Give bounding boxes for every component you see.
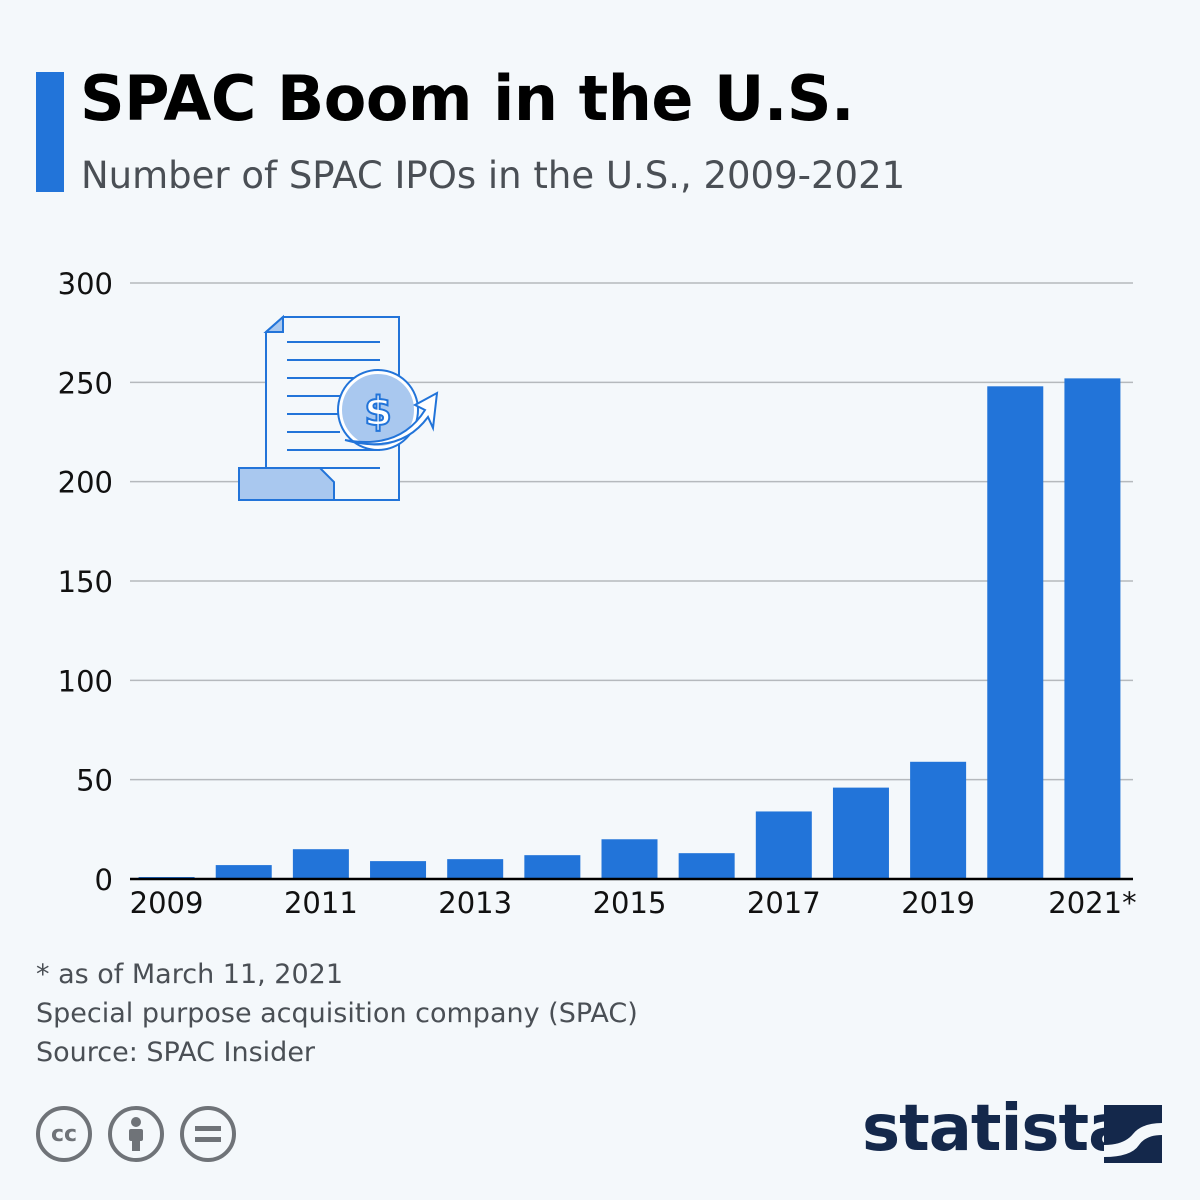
y-tick-label: 50 [76, 764, 113, 798]
title-accent-bar [36, 72, 64, 192]
y-tick-label: 250 [58, 366, 113, 400]
x-tick-label: 2021* [1048, 886, 1136, 920]
bar-2021* [1064, 378, 1121, 879]
attribution-icon[interactable] [108, 1106, 164, 1162]
statista-logo-mark-icon [1104, 1105, 1162, 1163]
person-icon [129, 1117, 143, 1151]
chart-notes: * as of March 11, 2021 Special purpose a… [36, 955, 638, 1072]
bar-2011 [292, 849, 349, 879]
brand-name: statista [862, 1092, 1131, 1166]
document-dollar-illustration-icon: $ [238, 314, 439, 501]
x-tick-label: 2013 [438, 886, 512, 920]
y-tick-label: 0 [95, 863, 113, 897]
x-tick-label: 2011 [284, 886, 358, 920]
bar-2019 [910, 761, 967, 879]
bar-2017 [755, 811, 812, 879]
bar-2015 [601, 839, 658, 879]
page-title: SPAC Boom in the U.S. [80, 62, 855, 135]
bar-2010 [215, 865, 272, 879]
no-derivatives-icon[interactable] [180, 1106, 236, 1162]
bar-2016 [678, 853, 735, 879]
footnote-definition: Special purpose acquisition company (SPA… [36, 998, 638, 1029]
equals-icon [195, 1126, 221, 1142]
cc-icon[interactable]: cc [36, 1106, 92, 1162]
bar-2013 [447, 859, 504, 879]
source-text: Source: SPAC Insider [36, 1037, 316, 1068]
bar-2014 [524, 855, 581, 879]
bar-2012 [370, 861, 427, 879]
cc-label: cc [50, 1121, 78, 1147]
y-tick-label: 200 [58, 466, 113, 500]
page-subtitle: Number of SPAC IPOs in the U.S., 2009-20… [81, 154, 906, 197]
x-tick-label: 2019 [901, 886, 975, 920]
svg-text:$: $ [364, 389, 392, 435]
x-tick-label: 2015 [593, 886, 667, 920]
x-tick-label: 2009 [130, 886, 204, 920]
bar-2020 [987, 386, 1044, 879]
y-tick-label: 300 [58, 267, 113, 301]
footnote-date: * as of March 11, 2021 [36, 959, 344, 990]
x-tick-label: 2017 [747, 886, 821, 920]
bar-2018 [832, 787, 889, 879]
y-tick-label: 100 [58, 664, 113, 698]
y-tick-label: 150 [58, 565, 113, 599]
bar-chart: 0 50 100 150 200 250 300 $ 2009 2011 2013 2015 201… [58, 267, 1137, 920]
statista-logo[interactable]: statista [862, 1092, 1162, 1166]
